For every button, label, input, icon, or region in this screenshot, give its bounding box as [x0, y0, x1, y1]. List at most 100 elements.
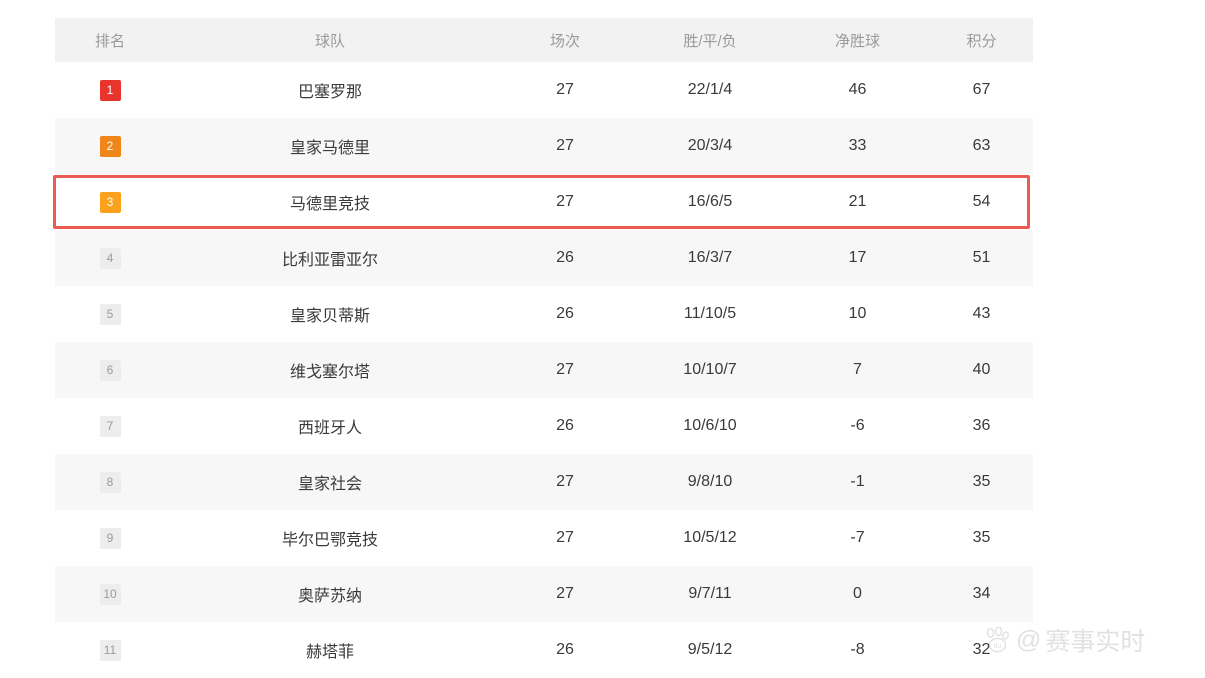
rank-badge: 8 — [99, 471, 121, 493]
cell-played: 26 — [556, 249, 574, 266]
column-header-points: 积分 — [930, 18, 1033, 62]
cell-wdl: 16/3/7 — [687, 249, 733, 266]
rank-badge: 9 — [99, 527, 121, 549]
cell-played: 27 — [556, 137, 574, 154]
cell-points: 43 — [972, 305, 991, 322]
cell-points: 40 — [972, 361, 991, 378]
cell-points: 51 — [972, 249, 991, 266]
rank-badge: 7 — [99, 415, 121, 437]
cell-rank: 2 — [55, 118, 165, 174]
cell-team: 毕尔巴鄂竞技 — [281, 532, 378, 549]
rank-badge: 11 — [99, 639, 121, 661]
table-header: 排名 球队 场次 胜/平/负 净胜球 积分 — [55, 18, 1033, 62]
cell-goal-difference: 0 — [853, 585, 862, 602]
cell-team: 马德里竞技 — [289, 196, 370, 213]
cell-wdl: 9/5/12 — [687, 641, 733, 658]
table-row[interactable]: 11 赫塔菲 26 9/5/12 -8 32 — [55, 622, 1033, 678]
column-header-wdl: 胜/平/负 — [635, 18, 785, 62]
table-header-row: 排名 球队 场次 胜/平/负 净胜球 积分 — [55, 18, 1033, 62]
table-row[interactable]: 6 维戈塞尔塔 27 10/10/7 7 40 — [55, 342, 1033, 398]
table-row[interactable]: 5 皇家贝蒂斯 26 11/10/5 10 43 — [55, 286, 1033, 342]
cell-rank: 5 — [55, 286, 165, 342]
cell-wdl: 16/6/5 — [687, 193, 733, 210]
cell-rank: 9 — [55, 510, 165, 566]
table-row[interactable]: 2 皇家马德里 27 20/3/4 33 63 — [55, 118, 1033, 174]
cell-team: 西班牙人 — [297, 420, 362, 437]
column-header-rank: 排名 — [55, 18, 165, 62]
rank-badge: 6 — [99, 359, 121, 381]
cell-wdl: 9/7/11 — [688, 585, 732, 602]
cell-team: 维戈塞尔塔 — [289, 364, 370, 381]
column-header-played: 场次 — [495, 18, 635, 62]
cell-points: 32 — [972, 641, 991, 658]
cell-team: 巴塞罗那 — [297, 84, 362, 101]
cell-played: 27 — [556, 361, 574, 378]
cell-wdl: 11/10/5 — [683, 305, 737, 322]
cell-rank: 11 — [55, 622, 165, 678]
cell-rank: 6 — [55, 342, 165, 398]
table-row[interactable]: 9 毕尔巴鄂竞技 27 10/5/12 -7 35 — [55, 510, 1033, 566]
rank-badge: 1 — [99, 79, 121, 101]
cell-played: 27 — [556, 529, 574, 546]
cell-wdl: 22/1/4 — [687, 81, 733, 98]
rank-badge: 10 — [99, 583, 121, 605]
cell-rank: 10 — [55, 566, 165, 622]
cell-wdl: 9/8/10 — [687, 473, 733, 490]
cell-rank: 3 — [55, 174, 165, 230]
cell-team: 赫塔菲 — [305, 644, 354, 661]
cell-points: 67 — [972, 81, 991, 98]
cell-played: 26 — [556, 417, 574, 434]
table-body: 1 巴塞罗那 27 22/1/4 46 67 2 皇家马德里 27 20/3/4 33 63 3 马德里竞… — [55, 62, 1033, 678]
table-row[interactable]: 1 巴塞罗那 27 22/1/4 46 67 — [55, 62, 1033, 118]
cell-played: 27 — [556, 473, 574, 490]
cell-points: 35 — [972, 473, 991, 490]
rank-badge: 4 — [99, 247, 121, 269]
cell-goal-difference: 21 — [848, 193, 867, 210]
cell-rank: 1 — [55, 62, 165, 118]
standings-table-container: 排名 球队 场次 胜/平/负 净胜球 积分 1 巴塞罗那 27 22/1/4 46 67 2… — [55, 18, 1033, 678]
cell-team: 皇家社会 — [297, 476, 362, 493]
cell-goal-difference: 10 — [848, 305, 867, 322]
cell-points: 34 — [972, 585, 991, 602]
cell-points: 63 — [972, 137, 991, 154]
standings-table: 排名 球队 场次 胜/平/负 净胜球 积分 1 巴塞罗那 27 22/1/4 46 67 2… — [55, 18, 1033, 678]
cell-goal-difference: -6 — [850, 417, 865, 434]
cell-team: 皇家贝蒂斯 — [289, 308, 370, 325]
cell-rank: 4 — [55, 230, 165, 286]
cell-team: 奥萨苏纳 — [297, 588, 362, 605]
column-header-gd: 净胜球 — [785, 18, 930, 62]
table-row[interactable]: 10 奥萨苏纳 27 9/7/11 0 34 — [55, 566, 1033, 622]
cell-wdl: 10/5/12 — [683, 529, 737, 546]
cell-goal-difference: 7 — [853, 361, 862, 378]
cell-team: 皇家马德里 — [289, 140, 370, 157]
rank-badge: 5 — [99, 303, 121, 325]
cell-goal-difference: -8 — [850, 641, 865, 658]
cell-goal-difference: 17 — [848, 249, 867, 266]
cell-rank: 8 — [55, 454, 165, 510]
cell-wdl: 20/3/4 — [687, 137, 733, 154]
cell-wdl: 10/6/10 — [683, 417, 737, 434]
table-row[interactable]: 4 比利亚雷亚尔 26 16/3/7 17 51 — [55, 230, 1033, 286]
cell-points: 35 — [972, 529, 991, 546]
table-row[interactable]: 3 马德里竞技 27 16/6/5 21 54 — [55, 174, 1033, 230]
cell-played: 26 — [556, 305, 574, 322]
cell-points: 54 — [972, 193, 991, 210]
cell-wdl: 10/10/7 — [683, 361, 737, 378]
cell-team: 比利亚雷亚尔 — [281, 252, 378, 269]
cell-played: 27 — [556, 585, 574, 602]
table-row[interactable]: 7 西班牙人 26 10/6/10 -6 36 — [55, 398, 1033, 454]
table-row[interactable]: 8 皇家社会 27 9/8/10 -1 35 — [55, 454, 1033, 510]
cell-goal-difference: -1 — [850, 473, 865, 490]
column-header-team: 球队 — [165, 18, 495, 62]
cell-played: 27 — [556, 193, 574, 210]
cell-rank: 7 — [55, 398, 165, 454]
cell-goal-difference: 46 — [848, 81, 867, 98]
cell-goal-difference: -7 — [850, 529, 865, 546]
cell-points: 36 — [972, 417, 991, 434]
rank-badge: 3 — [99, 191, 121, 213]
watermark-text: 赛事实时 — [1045, 628, 1146, 656]
rank-badge: 2 — [99, 135, 121, 157]
cell-played: 27 — [556, 81, 574, 98]
cell-goal-difference: 33 — [848, 137, 867, 154]
cell-played: 26 — [556, 641, 574, 658]
